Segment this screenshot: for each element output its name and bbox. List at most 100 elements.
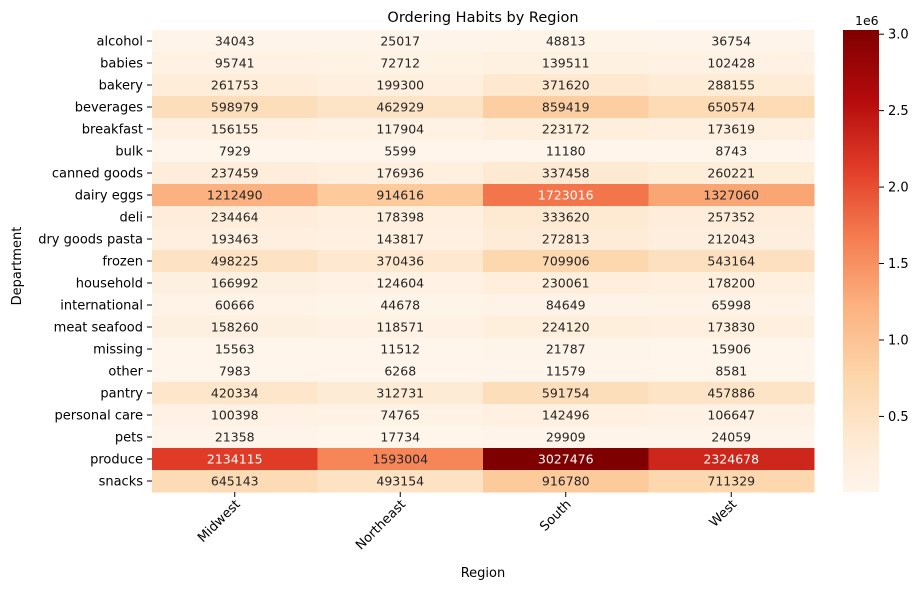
- cell-value-label: 84649: [546, 298, 586, 313]
- cell-value-label: 212043: [707, 232, 755, 247]
- heatmap-cell: [483, 206, 649, 229]
- cell-value-label: 100398: [211, 408, 259, 423]
- cell-value-label: 178398: [376, 210, 424, 225]
- cell-value-label: 102428: [707, 56, 755, 71]
- heatmap-cell: [483, 140, 649, 163]
- heatmap-cell: [152, 140, 318, 163]
- y-tick-label: breakfast: [82, 123, 143, 138]
- y-tick-label: babies: [100, 57, 143, 72]
- heatmap-cell: [152, 250, 318, 273]
- heatmap-cell: [317, 426, 484, 449]
- cell-value-label: 65998: [711, 298, 751, 313]
- heatmap-cell: [152, 426, 318, 449]
- cell-value-label: 139511: [542, 56, 590, 71]
- cell-value-label: 371620: [542, 78, 590, 93]
- cell-value-label: 711329: [707, 474, 755, 489]
- cell-value-label: 118571: [376, 320, 424, 335]
- heatmap-cell: [648, 184, 815, 207]
- cell-value-label: 272813: [542, 232, 590, 247]
- cell-value-label: 420334: [211, 386, 259, 401]
- x-tick-label: Northeast: [353, 497, 409, 553]
- heatmap-cell: [648, 316, 815, 339]
- heatmap-cell: [483, 184, 649, 207]
- y-tick-label: dry goods pasta: [38, 233, 143, 248]
- cell-value-label: 8743: [715, 144, 747, 159]
- cell-value-label: 72712: [380, 56, 420, 71]
- cell-value-label: 142496: [542, 408, 590, 423]
- colorbar-tick-label: 2.5: [888, 104, 909, 119]
- y-tick-label: bulk: [115, 145, 143, 160]
- heatmap-cell: [483, 118, 649, 141]
- cell-value-label: 337458: [542, 166, 590, 181]
- y-tick-label: other: [108, 365, 143, 380]
- colorbar-tick-label: 3.0: [888, 28, 909, 43]
- cell-value-label: 914616: [376, 188, 424, 203]
- cell-value-label: 173830: [707, 320, 755, 335]
- cell-value-label: 166992: [211, 276, 259, 291]
- cell-value-label: 859419: [542, 100, 590, 115]
- x-axis: Midwest Northeast South West: [195, 492, 740, 553]
- heatmap-cell: [483, 404, 649, 427]
- cell-value-label: 709906: [542, 254, 590, 269]
- cell-value-label: 193463: [211, 232, 259, 247]
- heatmap-cell: [152, 448, 318, 471]
- cell-value-label: 498225: [211, 254, 259, 269]
- y-axis-label: Department: [10, 227, 25, 306]
- heatmap-cell: [483, 250, 649, 273]
- cell-value-label: 143817: [376, 232, 424, 247]
- colorbar-tick-label: 2.0: [888, 181, 909, 196]
- heatmap-cell: [152, 338, 318, 361]
- heatmap-cell: [483, 360, 649, 383]
- heatmap-cell: [648, 206, 815, 229]
- colorbar-gradient: [843, 30, 879, 492]
- y-axis: alcohol babies bakery beverages breakfast bul…: [38, 35, 152, 490]
- heatmap-cell: [648, 338, 815, 361]
- heatmap-cell: [152, 96, 318, 119]
- heatmap-cell: [648, 360, 815, 383]
- cell-value-label: 2134115: [207, 452, 263, 467]
- cell-value-label: 333620: [542, 210, 590, 225]
- cell-value-label: 34043: [215, 34, 255, 49]
- cell-value-label: 1723016: [538, 188, 594, 203]
- cell-value-label: 457886: [707, 386, 755, 401]
- heatmap-cell: [648, 470, 815, 493]
- heatmap-cell: [152, 52, 318, 75]
- y-tick-label: bakery: [99, 79, 144, 94]
- heatmap-cell: [317, 360, 484, 383]
- cell-value-label: 15563: [215, 342, 255, 357]
- heatmap-cell-labels: 34043 25017 48813 36754 95741 72712 139511 1024…: [207, 34, 759, 489]
- heatmap-cell: [483, 426, 649, 449]
- y-tick-label: missing: [93, 343, 143, 358]
- cell-value-label: 237459: [211, 166, 259, 181]
- y-tick-label: canned goods: [52, 167, 143, 182]
- heatmap-cell: [648, 294, 815, 317]
- heatmap-cell: [152, 184, 318, 207]
- cell-value-label: 462929: [376, 100, 424, 115]
- cell-value-label: 2324678: [703, 452, 759, 467]
- cell-value-label: 1212490: [207, 188, 263, 203]
- cell-value-label: 223172: [542, 122, 590, 137]
- heatmap-cell: [648, 96, 815, 119]
- colorbar-tick-label: 1.5: [888, 257, 909, 272]
- cell-value-label: 261753: [211, 78, 259, 93]
- heatmap-cell: [483, 338, 649, 361]
- heatmap-cell: [648, 162, 815, 185]
- heatmap-cell: [152, 382, 318, 405]
- heatmap-cell: [648, 382, 815, 405]
- cell-value-label: 257352: [707, 210, 755, 225]
- cell-value-label: 173619: [707, 122, 755, 137]
- heatmap-cell: [648, 52, 815, 75]
- heatmap-cell: [152, 404, 318, 427]
- colorbar-tick-label: 1.0: [888, 333, 909, 348]
- heatmap-cell: [317, 294, 484, 317]
- heatmap-cell: [483, 228, 649, 251]
- heatmap-cell: [152, 74, 318, 97]
- heatmap-cell: [483, 74, 649, 97]
- cell-value-label: 48813: [546, 34, 586, 49]
- cell-value-label: 8581: [715, 364, 747, 379]
- cell-value-label: 74765: [380, 408, 420, 423]
- heatmap-cell: [317, 404, 484, 427]
- heatmap-cell: [152, 228, 318, 251]
- colorbar-ticks: 0.5 1.0 1.5 2.0 2.5 3.0: [879, 28, 909, 425]
- heatmap-cell: [483, 470, 649, 493]
